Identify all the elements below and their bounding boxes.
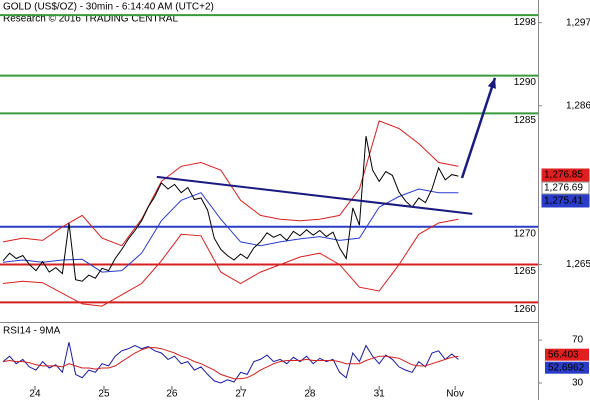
plot-area [0, 0, 538, 400]
rsi-line [2, 347, 459, 380]
price-label-box [541, 194, 590, 208]
price-label: 1,276.69 [544, 183, 583, 194]
y-tick-label: 1,286 [566, 100, 590, 111]
level-label: 1298 [514, 17, 537, 28]
level-label: 1290 [514, 77, 537, 88]
rsi-title: RSI14 - 9MA [3, 326, 61, 337]
price-label-box [541, 181, 590, 195]
rsi-line [2, 342, 459, 384]
level-label: 1265 [514, 266, 537, 277]
x-tick-label: 24 [29, 389, 41, 400]
price-line [2, 136, 459, 282]
x-tick-label: 26 [166, 389, 178, 400]
level-label: 1260 [514, 304, 537, 315]
x-tick-label: 25 [98, 389, 110, 400]
rsi-label-box [545, 348, 589, 361]
trendline [156, 175, 473, 215]
arrow-head [487, 77, 496, 89]
y-tick-label: 1,297 [566, 17, 590, 28]
x-tick-label: 28 [304, 389, 316, 400]
x-tick-label: 31 [374, 389, 386, 400]
price-label: 1,276.85 [544, 170, 583, 181]
y-tick-label: 1,265 [566, 259, 590, 270]
x-tick-label: 27 [235, 389, 247, 400]
rsi-label: 56.403 [548, 349, 579, 360]
level-label: 1270 [514, 228, 537, 239]
y-tick-label: 70 [572, 335, 584, 346]
rsi-label: 52.6962 [548, 362, 585, 373]
chart-title: GOLD (US$/OZ) - 30min - 6:14:40 AM (UTC+… [3, 2, 214, 13]
level-label: 1285 [514, 115, 537, 126]
band-lower [2, 218, 459, 307]
rsi-label-box [545, 361, 589, 374]
price-label-box [541, 168, 590, 182]
x-tick-label: Nov [446, 389, 464, 400]
band-ma [2, 188, 459, 273]
forecast-arrow [460, 77, 497, 179]
y-tick-label: 30 [572, 378, 584, 389]
chart-subtitle: Research © 2016 TRADING CENTRAL [3, 14, 178, 25]
price-label: 1,275.41 [544, 196, 583, 207]
